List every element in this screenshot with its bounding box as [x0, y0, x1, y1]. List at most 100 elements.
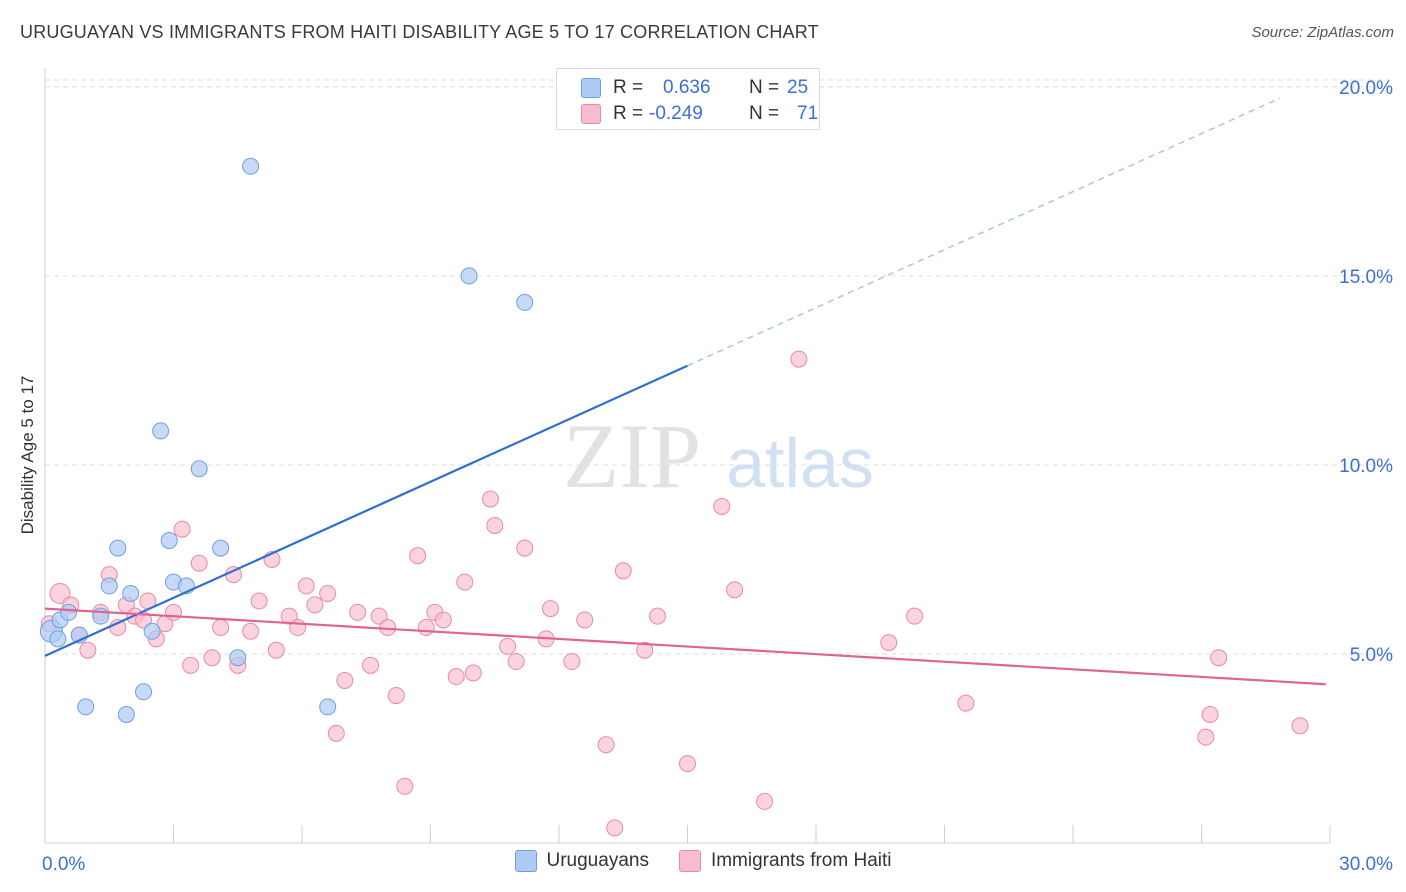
point-haiti [464, 664, 482, 682]
point-uruguayans [152, 422, 170, 440]
point-haiti [541, 600, 559, 618]
r-value: -0.249 [649, 103, 703, 124]
y-tick-label: 5.0% [1350, 645, 1393, 666]
y-tick-label: 10.0% [1339, 456, 1393, 477]
point-haiti [1197, 728, 1215, 746]
point-haiti [267, 641, 285, 659]
point-haiti [409, 547, 427, 565]
point-uruguayans [135, 683, 153, 701]
y-axis-label: Disability Age 5 to 17 [18, 376, 37, 535]
point-haiti [1201, 705, 1219, 723]
point-haiti [306, 596, 324, 614]
point-haiti [486, 516, 504, 534]
stats-row-uruguayans: R = 0.636 N = 25 [581, 75, 808, 101]
point-haiti [507, 653, 525, 671]
legend-label-uruguayans: Uruguayans [546, 850, 649, 871]
trend-lines [44, 97, 1326, 686]
point-haiti [597, 736, 615, 754]
point-haiti [447, 668, 465, 686]
point-uruguayans [60, 603, 78, 621]
stats-swatch-haiti [581, 104, 601, 124]
point-haiti [756, 792, 774, 810]
legend-label-haiti: Immigrants from Haiti [710, 850, 892, 871]
point-haiti [649, 607, 667, 625]
point-uruguayans [212, 539, 230, 557]
point-haiti [481, 490, 499, 508]
point-uruguayans [49, 630, 67, 648]
point-uruguayans [319, 698, 337, 716]
legend-swatch-uruguayans [514, 850, 537, 872]
watermark: ZIP atlas [563, 405, 874, 507]
point-haiti [563, 653, 581, 671]
point-haiti [289, 619, 307, 637]
r-label: R = [613, 103, 644, 124]
trend-haiti [44, 607, 1326, 686]
watermark-zip: ZIP [563, 405, 701, 507]
point-haiti [387, 687, 405, 705]
point-uruguayans [242, 157, 260, 175]
x-tick-label: 0.0% [42, 854, 85, 875]
point-haiti [349, 603, 367, 621]
point-haiti [190, 554, 208, 572]
n-value: 25 [787, 77, 809, 98]
legend-swatch-haiti [678, 850, 701, 872]
point-haiti [49, 582, 71, 604]
bottom-legend: Uruguayans Immigrants from Haiti [0, 850, 1406, 872]
point-haiti [362, 656, 380, 674]
point-haiti [319, 584, 337, 602]
point-haiti [165, 603, 182, 621]
stats-row-haiti: R = -0.249 N = 71 [581, 101, 818, 127]
point-haiti [203, 649, 221, 667]
watermark-atlas: atlas [726, 424, 874, 502]
point-haiti [726, 581, 744, 599]
legend-item-haiti[interactable]: Immigrants from Haiti [678, 850, 892, 872]
point-uruguayans [160, 532, 178, 550]
r-value: 0.636 [663, 77, 711, 98]
legend-item-uruguayans[interactable]: Uruguayans [514, 850, 649, 872]
y-tick-labels: 5.0% 10.0% 15.0% 20.0% [1339, 78, 1393, 666]
point-uruguayans [143, 622, 161, 640]
point-haiti [434, 611, 452, 629]
point-haiti [280, 607, 298, 625]
point-haiti [1291, 717, 1309, 735]
chart-title: URUGUAYAN VS IMMIGRANTS FROM HAITI DISAB… [20, 22, 819, 42]
x-tick-labels: 0.0% 30.0% [42, 854, 1393, 875]
trend-uruguayans [44, 364, 688, 657]
point-haiti [297, 577, 315, 595]
point-uruguayans [122, 584, 140, 602]
point-haiti [713, 498, 731, 516]
point-haiti [499, 637, 517, 655]
point-haiti [182, 656, 200, 674]
point-haiti [790, 350, 808, 368]
point-haiti [250, 592, 268, 610]
point-haiti [327, 724, 345, 742]
source-label: Source: ZipAtlas.com [1251, 24, 1394, 41]
point-uruguayans [229, 649, 247, 667]
point-haiti [456, 573, 474, 591]
point-haiti [396, 777, 414, 795]
point-haiti [370, 607, 388, 625]
r-label: R = [613, 77, 644, 98]
point-haiti [336, 671, 354, 689]
point-haiti [242, 622, 260, 640]
n-label: N = [749, 77, 780, 98]
point-haiti [880, 634, 898, 652]
point-haiti [606, 819, 624, 837]
point-uruguayans [117, 705, 135, 723]
point-haiti [906, 607, 924, 625]
n-value: 71 [797, 103, 819, 124]
stats-legend: R = 0.636 N = 25 R = -0.249 N = 71 [556, 68, 820, 130]
point-haiti [679, 755, 696, 773]
stats-swatch-uruguayans [581, 78, 601, 98]
point-haiti [79, 641, 97, 659]
axes [44, 68, 1331, 844]
point-haiti [417, 619, 435, 637]
point-haiti [173, 520, 191, 538]
trend-uruguayans-extension [687, 97, 1281, 367]
point-uruguayans [190, 460, 208, 478]
point-haiti [212, 619, 230, 637]
n-label: N = [749, 103, 780, 124]
point-uruguayans [109, 539, 127, 557]
point-uruguayans [100, 577, 118, 595]
